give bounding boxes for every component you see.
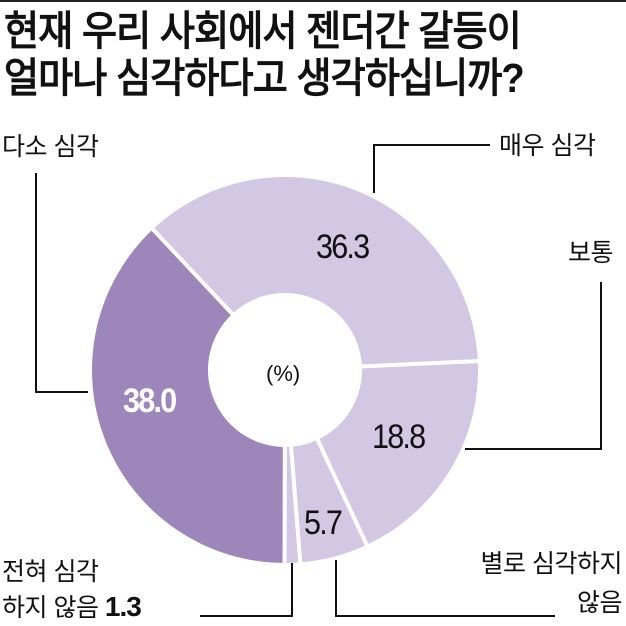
value-not-very-serious: 5.7 bbox=[304, 504, 343, 542]
leader-line-not-very-serious bbox=[335, 560, 555, 617]
label-not-very-serious-line2: 않음 bbox=[576, 589, 623, 617]
chart-title-line1: 현재 우리 사회에서 젠더간 갈등이 bbox=[4, 8, 522, 54]
label-not-at-all-text: 하지 않음 bbox=[2, 594, 99, 622]
chart-title: 현재 우리 사회에서 젠더간 갈등이 얼마나 심각하다고 생각하십니까? bbox=[4, 8, 599, 102]
donut-segment bbox=[92, 229, 285, 563]
label-not-at-all-line2: 하지 않음 1.3 bbox=[2, 591, 142, 623]
leader-line-normal bbox=[465, 282, 602, 450]
segment-separator bbox=[150, 226, 236, 317]
segment-separator bbox=[314, 437, 370, 548]
donut-segments bbox=[92, 176, 480, 566]
donut-segment bbox=[291, 439, 367, 563]
unit-label: (%) bbox=[266, 361, 301, 386]
leader-line-not-at-all bbox=[200, 563, 293, 617]
segment-separator bbox=[359, 358, 480, 369]
label-not-at-all-line1: 전혀 심각 bbox=[2, 558, 99, 586]
segment-separator bbox=[288, 444, 303, 565]
donut-segment bbox=[152, 176, 478, 367]
top-rule bbox=[0, 0, 626, 2]
value-normal: 18.8 bbox=[372, 418, 426, 456]
label-very-serious: 매우 심각 bbox=[499, 132, 596, 160]
leader-line-somewhat-serious bbox=[35, 173, 88, 393]
label-somewhat-serious: 다소 심각 bbox=[2, 133, 99, 161]
donut-segment bbox=[317, 361, 478, 545]
leader-lines bbox=[35, 144, 602, 617]
value-not-at-all: 1.3 bbox=[104, 591, 142, 622]
label-normal: 보통 bbox=[568, 239, 614, 267]
chart-title-line2: 얼마나 심각하다고 생각하십니까? bbox=[4, 55, 525, 101]
leader-line-very-serious bbox=[373, 144, 490, 193]
value-very-serious: 36.3 bbox=[316, 228, 370, 266]
label-not-very-serious-line1: 별로 심각하지 bbox=[480, 550, 623, 578]
value-somewhat-serious: 38.0 bbox=[123, 382, 177, 420]
